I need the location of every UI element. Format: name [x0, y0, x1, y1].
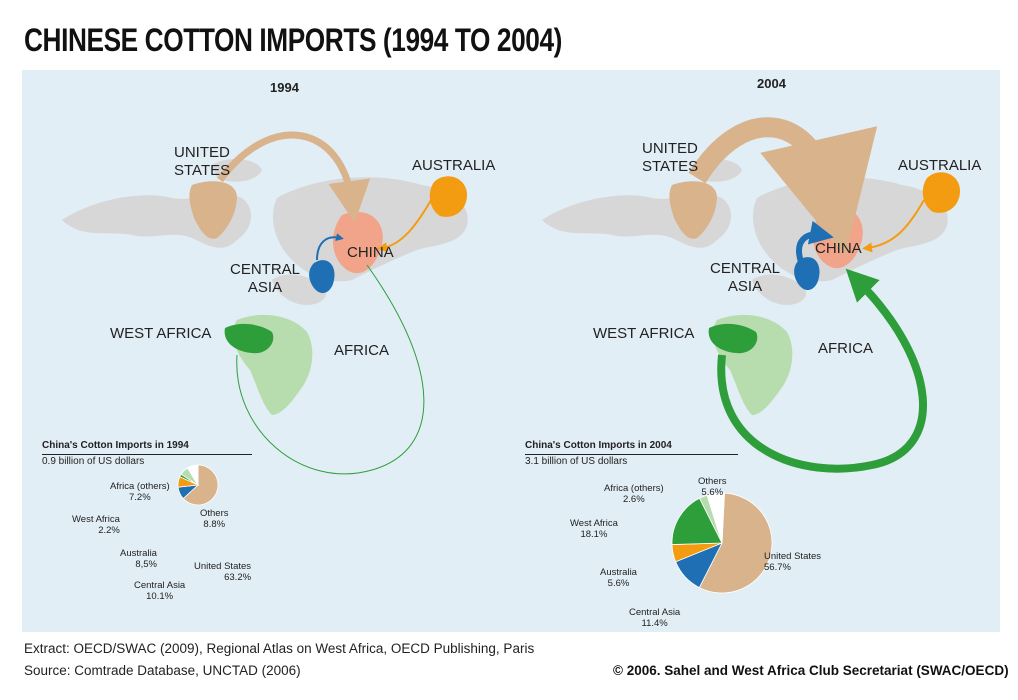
pie-data-label: United States 56.7%	[764, 551, 821, 573]
australia-region	[922, 172, 960, 213]
west-africa-label: WEST AFRICA	[110, 325, 212, 342]
pie-chart-1994	[177, 464, 219, 506]
central-asia-label: CENTRAL ASIA	[230, 261, 301, 296]
central-asia-region	[794, 257, 820, 291]
australia-region	[429, 176, 467, 217]
pie-slice-united-states	[698, 492, 773, 594]
pie-data-label: Africa (others) 7.2%	[110, 481, 170, 503]
west-africa-label: WEST AFRICA	[593, 325, 695, 342]
pie-label-value: 8,5%	[135, 559, 157, 570]
pie-label-value: 56.7%	[764, 562, 791, 573]
pie-slice-united-states	[182, 464, 219, 506]
us-to-china-arrow	[217, 131, 371, 223]
chart-title-rule	[42, 454, 252, 455]
australia-to-china-arrow	[862, 199, 925, 253]
united-states-label: UNITED STATES	[642, 140, 699, 175]
china-label: CHINA	[347, 244, 394, 261]
pie-data-label: Others 8.8%	[200, 508, 229, 530]
map-year-label: 2004	[757, 76, 786, 91]
pie-data-label: Africa (others) 2.6%	[604, 483, 664, 505]
australia-to-china-arrow	[377, 194, 435, 253]
map-panel: 1994 UNITED STATES AUSTRALIA CHINA CENTR…	[22, 70, 1000, 632]
pie-data-label: West Africa 2.2%	[72, 514, 120, 536]
pie-label-value: 18.1%	[580, 529, 608, 540]
pie-label-name: West Africa	[72, 514, 120, 525]
africa-label: AFRICA	[818, 340, 874, 357]
pie-label-value: 5.6%	[607, 578, 630, 589]
united-states-label: UNITED STATES	[174, 144, 231, 179]
pie-chart-2004	[671, 492, 773, 594]
central-asia-region	[309, 260, 335, 294]
central-asia-to-china-arrow	[316, 233, 344, 261]
source-note: Source: Comtrade Database, UNCTAD (2006)	[24, 663, 301, 678]
pie-label-name: Others	[698, 476, 727, 487]
pie-label-value: 8.8%	[203, 519, 226, 530]
pie-label-name: Central Asia	[134, 580, 186, 591]
pie-slice-others	[186, 464, 199, 487]
copyright-note: © 2006. Sahel and West Africa Club Secre…	[613, 663, 1009, 678]
pie-label-name: United States	[764, 551, 822, 562]
pie-data-label: Australia 5.6%	[600, 567, 637, 589]
pie-data-label: West Africa 18.1%	[570, 518, 618, 540]
map-2004	[542, 117, 960, 473]
pie-data-label: United States 63.2%	[194, 561, 251, 583]
pie-label-name: Central Asia	[629, 607, 681, 618]
pie-label-value: 2.6%	[623, 494, 645, 505]
pie-data-label: Others 5.6%	[698, 476, 727, 498]
chart-title-rule	[525, 454, 738, 455]
pie-label-value: 63.2%	[224, 572, 252, 583]
pie-label-value: 10.1%	[146, 591, 174, 602]
chart-title: China's Cotton Imports in 2004	[525, 440, 672, 451]
pie-label-value: 11.4%	[641, 618, 668, 629]
pie-data-label: Australia 8,5%	[120, 548, 157, 570]
pie-data-label: Central Asia 10.1%	[134, 580, 185, 602]
central-asia-label: CENTRAL ASIA	[710, 260, 781, 295]
central-asia-to-china-arrow	[796, 220, 834, 263]
chart-title: China's Cotton Imports in 1994	[42, 440, 189, 451]
pie-label-name: Africa (others)	[604, 483, 664, 494]
west-africa-region	[224, 323, 274, 354]
africa-label: AFRICA	[334, 342, 390, 359]
united-states-region	[189, 181, 237, 239]
united-states-region	[669, 181, 717, 239]
china-region	[332, 211, 383, 274]
australia-label: AUSTRALIA	[412, 157, 496, 174]
china-label: CHINA	[815, 240, 862, 257]
pie-label-name: Australia	[600, 567, 637, 578]
pie-label-name: Australia	[120, 548, 157, 559]
australia-label: AUSTRALIA	[898, 157, 982, 174]
pie-slice-others	[706, 492, 725, 544]
pie-label-name: West Africa	[570, 518, 618, 529]
pie-label-value: 5.6%	[701, 487, 724, 498]
middle-east-land	[752, 274, 807, 305]
chart-subtitle: 3.1 billion of US dollars	[525, 456, 628, 467]
pie-label-value: 2.2%	[98, 525, 120, 536]
map-1994	[62, 131, 468, 475]
us-to-china-arrow	[688, 117, 878, 257]
pie-data-label: Central Asia 11.4%	[629, 607, 680, 629]
pie-slice-west-africa	[671, 497, 723, 545]
page-title: CHINESE COTTON IMPORTS (1994 TO 2004)	[24, 22, 562, 58]
pie-label-name: United States	[194, 561, 252, 572]
west-africa-to-china-arrow	[717, 268, 927, 473]
pie-label-value: 7.2%	[129, 492, 151, 503]
pie-label-name: Others	[200, 508, 229, 519]
west-africa-region	[708, 323, 758, 354]
chart-subtitle: 0.9 billion of US dollars	[42, 456, 145, 467]
map-year-label: 1994	[270, 80, 299, 95]
pie-label-name: Africa (others)	[110, 481, 170, 492]
west-africa-to-china-arrow	[236, 264, 425, 475]
maps-graphic	[62, 117, 960, 594]
extract-note: Extract: OECD/SWAC (2009), Regional Atla…	[24, 641, 535, 656]
